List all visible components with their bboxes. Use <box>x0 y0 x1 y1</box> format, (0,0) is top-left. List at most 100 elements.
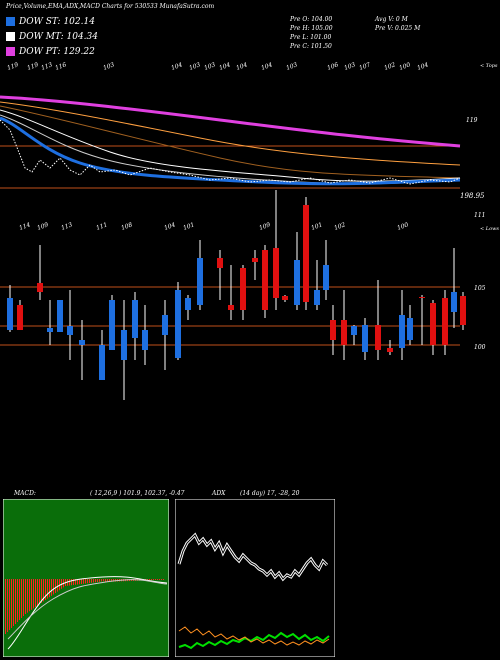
macd-hist-bar-4 <box>13 579 14 626</box>
top-tick-label-5: 104 <box>170 61 183 72</box>
macd-hist-bar-47 <box>99 579 100 582</box>
macd-hist-bar-20 <box>45 579 46 600</box>
macd-hist-bar-52 <box>109 579 110 582</box>
legend-swatch-st <box>6 17 15 26</box>
candle-body-15 <box>197 258 203 305</box>
top-tick-label-13: 103 <box>343 61 356 72</box>
top-tick-label-2: 113 <box>40 61 53 72</box>
macd-hist-bar-44 <box>93 579 94 583</box>
candle-body-26 <box>323 265 329 290</box>
chart-title: Price,Volume,EMA,ADX,MACD Charts for 530… <box>6 3 215 10</box>
top-tick-label-3: 116 <box>54 61 67 72</box>
macd-hist-bar-5 <box>15 579 16 624</box>
ema-long2-line <box>0 105 461 179</box>
right-label-105: 105 <box>474 285 486 292</box>
right-label-119: 119 <box>466 117 478 124</box>
candle-tick-label-0: 114 <box>18 221 31 232</box>
macd-hist-bar-77 <box>159 579 160 580</box>
macd-label: MACD: <box>14 490 36 497</box>
macd-hist-bar-8 <box>21 579 22 618</box>
macd-hist-bar-43 <box>91 579 92 583</box>
macd-hist-bar-24 <box>53 579 54 595</box>
macd-hist-bar-14 <box>33 579 34 609</box>
macd-hist-bar-33 <box>71 579 72 586</box>
candle-tick-label-8: 101 <box>310 221 323 231</box>
candle-body-28 <box>341 320 347 345</box>
legend-label-mt: DOW MT: 104.34 <box>19 31 98 42</box>
candle-body-31 <box>375 325 381 350</box>
candle-body-33 <box>399 315 405 348</box>
candle-body-29 <box>351 326 357 335</box>
macd-hist-bar-23 <box>51 579 52 596</box>
macd-hist-bar-25 <box>55 579 56 593</box>
macd-hist-bar-45 <box>95 579 96 583</box>
candle-body-6 <box>79 340 85 345</box>
candle-body-19 <box>252 258 258 262</box>
macd-hist-bar-35 <box>75 579 76 585</box>
candle-tick-label-1: 109 <box>36 221 49 232</box>
right-label-lows: < Lows <box>480 226 499 232</box>
macd-hist-bar-11 <box>27 579 28 613</box>
candle-tick-label-10: 100 <box>396 221 409 232</box>
macd-hist-bar-7 <box>19 579 20 620</box>
candle-body-11 <box>142 330 148 350</box>
top-tick-label-11: 103 <box>285 61 298 72</box>
top-tick-label-4: 103 <box>102 61 115 72</box>
macd-hist-bar-49 <box>103 579 104 582</box>
quote-low: Pre L: 101.00 <box>290 34 332 41</box>
candle-tick-label-4: 108 <box>120 221 133 232</box>
candle-body-34 <box>407 318 413 340</box>
top-tick-label-7: 103 <box>203 61 216 72</box>
candle-tick-label-3: 111 <box>95 221 108 231</box>
macd-hist-bar-50 <box>105 579 106 582</box>
candle-tick-label-9: 102 <box>333 221 346 232</box>
right-label-111: 111 <box>474 212 485 219</box>
candle-body-21 <box>273 248 279 298</box>
candle-body-20 <box>262 250 268 310</box>
ema-long-line <box>0 101 461 166</box>
legend-swatch-pt <box>6 47 15 56</box>
macd-hist-bar-73 <box>151 579 152 581</box>
candle-tick-label-2: 113 <box>60 221 73 232</box>
adx-label: ADX <box>212 490 226 497</box>
quote-close: Pre C: 101.50 <box>290 43 332 50</box>
candle-body-13 <box>175 290 181 358</box>
candle-body-4 <box>57 300 63 332</box>
candle-body-22 <box>282 296 288 300</box>
top-tick-label-12: 106 <box>326 61 339 72</box>
macd-hist-bar-71 <box>147 579 148 581</box>
candle-body-16 <box>217 258 223 268</box>
candle-body-38 <box>451 292 457 312</box>
macd-hist-bar-78 <box>161 579 162 580</box>
adx-values: (14 day) 17, -28, 20 <box>240 490 300 497</box>
candle-body-18 <box>240 268 246 310</box>
macd-hist-bar-10 <box>25 579 26 614</box>
macd-hist-bar-51 <box>107 579 108 582</box>
macd-chart <box>3 499 169 657</box>
macd-hist-bar-17 <box>39 579 40 605</box>
candle-tick-label-5: 104 <box>163 221 176 232</box>
macd-hist-bar-54 <box>113 579 114 582</box>
candle-body-2 <box>37 283 43 292</box>
legend-dow-st: DOW ST: 102.14 <box>6 16 95 27</box>
candle-body-36 <box>430 303 436 345</box>
macd-hist-bar-41 <box>87 579 88 584</box>
candle-group <box>7 190 466 400</box>
candle-body-3 <box>47 328 53 332</box>
macd-hist-bar-22 <box>49 579 50 598</box>
quote-avg-volume: Avg V: 0 M <box>375 16 408 23</box>
candle-body-10 <box>132 300 138 338</box>
top-tick-label-17: 104 <box>416 61 429 72</box>
candle-body-25 <box>314 290 320 305</box>
macd-hist-bar-38 <box>81 579 82 584</box>
top-tick-label-1: 119 <box>26 61 39 72</box>
candle-body-24 <box>303 205 309 302</box>
adx-background <box>175 499 335 657</box>
top-tick-label-9: 104 <box>235 61 248 72</box>
macd-hist-bar-0 <box>5 579 6 634</box>
macd-hist-bar-21 <box>47 579 48 599</box>
candle-body-12 <box>162 315 168 335</box>
legend-label-pt: DOW PT: 129.22 <box>19 46 95 57</box>
macd-hist-bar-6 <box>17 579 18 622</box>
macd-hist-bar-32 <box>69 579 70 586</box>
